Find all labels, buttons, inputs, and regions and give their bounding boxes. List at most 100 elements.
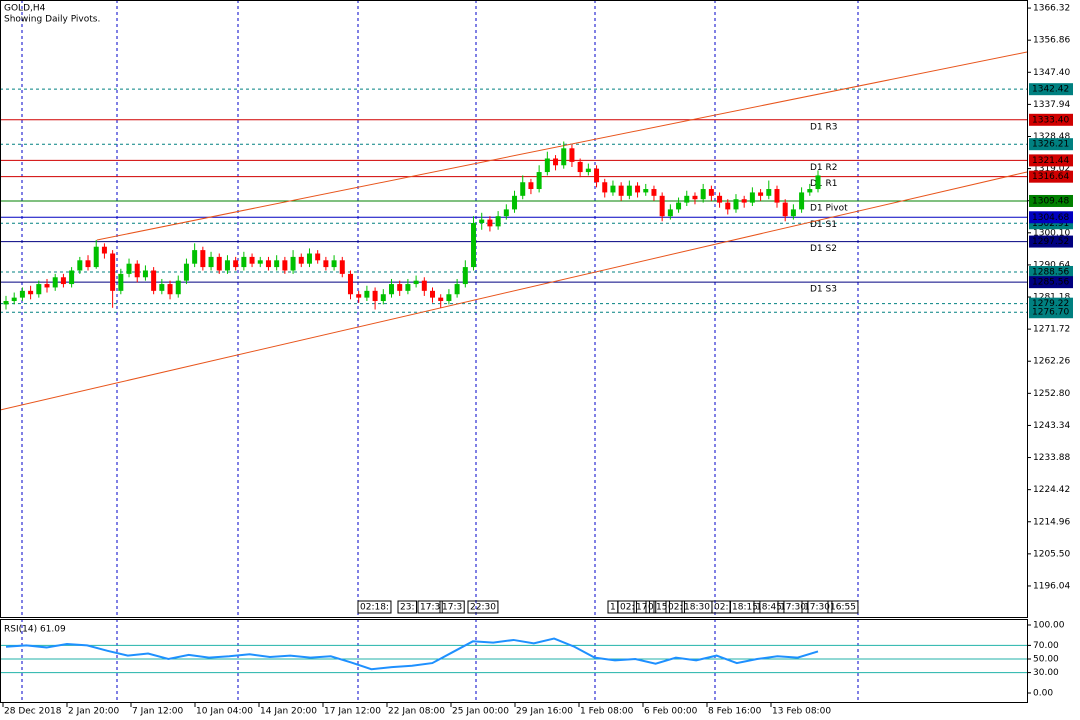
rsi-label: RSI(14) 61.09 [4, 625, 66, 635]
candle-body [372, 290, 378, 302]
time-marker: 18:30 [684, 603, 710, 613]
price-axis: 1366.32 1356.86 1347.40 1337.94 1328.48 1319.… [1027, 4, 1073, 699]
pivot-tag-label: 1304.68 [1032, 213, 1069, 223]
x-tick-label: 6 Feb 00:00 [644, 707, 698, 717]
candle-body [93, 246, 99, 268]
candle-body [544, 158, 550, 173]
y-tick-label: 1196.04 [1033, 581, 1070, 591]
rsi-tick-label: 70.00 [1033, 641, 1059, 651]
candle-body [151, 270, 157, 291]
y-tick-label: 1337.94 [1033, 100, 1070, 110]
candle-body [233, 260, 239, 268]
time-marker: 17:30 [804, 603, 830, 613]
y-tick-label: 1356.86 [1033, 36, 1070, 46]
time-marker-box [645, 600, 657, 614]
candle-body [684, 195, 690, 203]
time-marker: 02: [668, 603, 682, 613]
y-tick-label: 1328.48 [1033, 132, 1070, 142]
y-tick-label: 1366.32 [1033, 4, 1070, 14]
pivot-tag [1029, 113, 1073, 126]
time-marker-box [753, 600, 785, 614]
candle-body [749, 192, 755, 203]
candle-body [388, 284, 394, 295]
candle-body [241, 256, 247, 268]
symbol-title: GOLD,H4 [4, 4, 46, 14]
candle-body [11, 297, 17, 302]
rsi-tick-label: 50.00 [1033, 654, 1059, 664]
y-tick-label: 1224.42 [1033, 485, 1070, 495]
rsi-frame [0, 619, 1028, 703]
x-tick-label: 7 Jan 12:00 [132, 707, 184, 717]
level-tag-label: 1288.56 [1032, 267, 1069, 277]
x-tick-label: 29 Jan 16:00 [516, 707, 573, 717]
pivot-tag [1029, 154, 1073, 167]
channel-upper [96, 51, 1028, 241]
candle-body [19, 290, 25, 298]
candle-body [306, 253, 312, 264]
candle-body [758, 192, 764, 196]
candle-body [569, 148, 575, 162]
candle-body [208, 256, 214, 268]
candle-body [471, 222, 477, 268]
level-tag [1029, 138, 1073, 151]
time-marker: 02:18: [360, 603, 389, 613]
time-marker-box [777, 600, 809, 614]
level-tag [1029, 265, 1073, 278]
candle-body [536, 172, 542, 190]
candle-body [717, 195, 723, 203]
time-marker: 02: [620, 603, 634, 613]
x-tick-label: 1 Feb 08:00 [580, 707, 634, 717]
level-tag-label: 1279.22 [1032, 299, 1069, 309]
time-marker: 18:45 [756, 603, 782, 613]
x-tick-label: 25 Jan 00:00 [452, 707, 509, 717]
candle-body [774, 189, 780, 203]
candle-body [421, 280, 427, 291]
time-marker: 02: [714, 603, 728, 613]
y-tick-label: 1205.50 [1033, 549, 1070, 559]
candle-body [487, 219, 493, 227]
pivot-name: D1 S3 [810, 285, 837, 295]
time-marker: 18:15 [732, 603, 758, 613]
x-tick-label: 22 Jan 08:00 [388, 707, 445, 717]
candle-body [643, 189, 649, 193]
candle-body [36, 284, 42, 295]
pivot-tag-label: 1297.52 [1032, 237, 1069, 247]
pivot-tag [1029, 276, 1073, 289]
time-marker-box [653, 600, 670, 614]
candle-body [142, 270, 148, 278]
candle-body [479, 219, 485, 223]
candle-body [462, 267, 468, 285]
candle-body [553, 158, 559, 166]
candle-body [725, 202, 731, 210]
candle-body [298, 256, 304, 264]
pivot-tag-label: 1309.48 [1032, 196, 1069, 206]
y-tick-label: 1271.72 [1033, 325, 1070, 335]
rsi-line [5, 637, 819, 671]
candle-body [52, 277, 58, 288]
candle-body [528, 182, 534, 190]
channel-lower [0, 171, 1028, 411]
main-frame [0, 0, 1028, 618]
levels: D1 R3 D1 R2 D1 R1 D1 Pivot D1 S1 D1 S2 D1 S3 [0, 88, 1027, 313]
x-tick-label: 14 Jan 20:00 [260, 707, 317, 717]
candle-body [438, 297, 444, 302]
subtitle: Showing Daily Pivots. [4, 15, 100, 25]
y-tick-label: 1347.40 [1033, 68, 1070, 78]
level-tag [1029, 306, 1073, 319]
candle-body [44, 284, 50, 288]
candle-body [274, 260, 280, 268]
candle-body [430, 290, 436, 298]
candle-body [257, 260, 263, 264]
separators [21, 0, 859, 703]
candle-body [101, 246, 107, 254]
time-marker: 17:30 [780, 603, 806, 613]
pivot-tag-label: 1321.44 [1032, 156, 1069, 166]
candle-body [585, 168, 591, 173]
pivot-name: D1 S2 [810, 244, 837, 254]
candle-body [183, 263, 189, 281]
candle-body [733, 199, 739, 210]
candle-body [766, 189, 772, 196]
candle-body [339, 260, 345, 274]
x-tick-label: 28 Dec 2018 [4, 707, 62, 717]
pivot-tag-label: 1316.64 [1032, 172, 1069, 182]
